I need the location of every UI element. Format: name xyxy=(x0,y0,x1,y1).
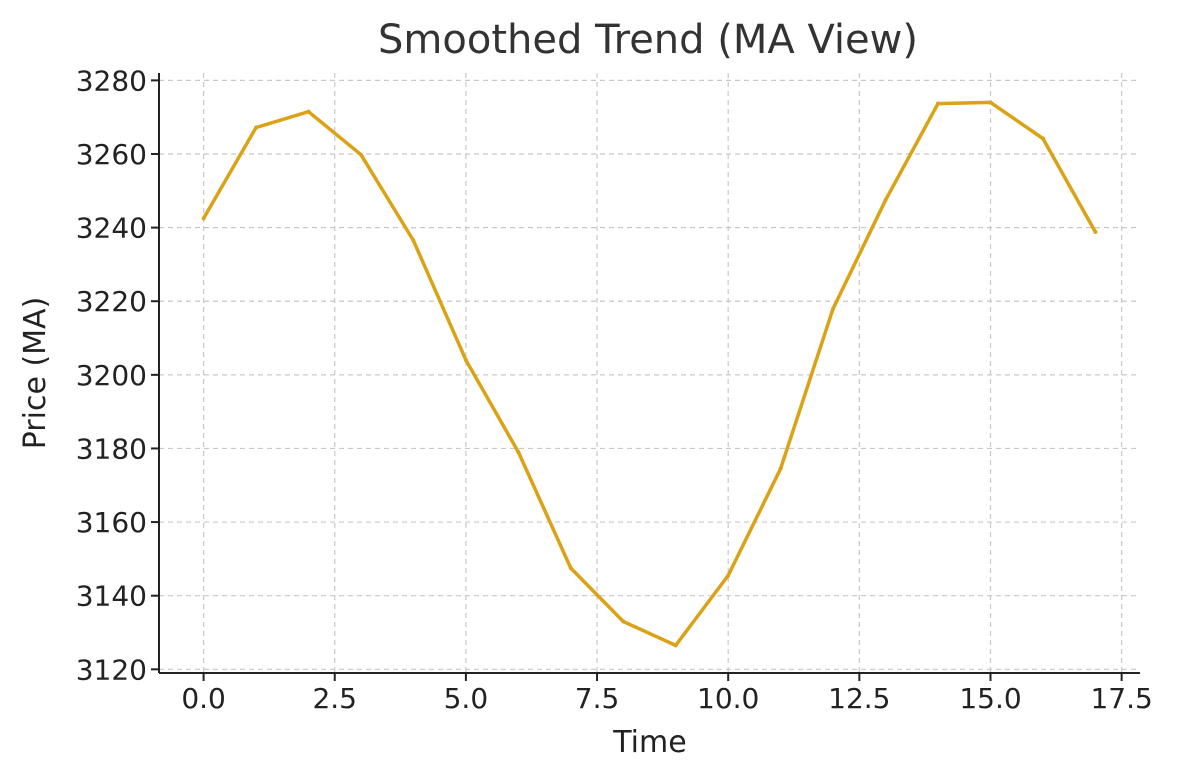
y-tick-label: 3200 xyxy=(76,359,147,392)
x-tick-label: 5.0 xyxy=(444,682,489,715)
series-group xyxy=(201,100,1098,648)
data-point xyxy=(306,109,311,114)
grid xyxy=(159,73,1140,673)
y-tick-label: 3160 xyxy=(76,506,147,539)
data-point xyxy=(778,466,783,471)
y-axis-ticks: 3120 3140 3160 3180 3200 3220 3240 3260 3280 xyxy=(76,64,159,686)
data-point xyxy=(201,216,206,221)
data-point xyxy=(411,238,416,243)
series-line-ma xyxy=(201,100,1098,648)
data-point xyxy=(936,101,941,106)
x-tick-label: 17.5 xyxy=(1090,682,1152,715)
y-tick-label: 3260 xyxy=(76,138,147,171)
y-tick-label: 3120 xyxy=(76,653,147,686)
axes xyxy=(158,73,1140,674)
x-tick-label: 0.0 xyxy=(181,682,226,715)
data-point xyxy=(1093,230,1098,235)
data-point xyxy=(831,306,836,311)
x-tick-label: 10.0 xyxy=(697,682,759,715)
x-axis-ticks: 0.0 2.5 5.0 7.5 10.0 12.5 15.0 17.5 xyxy=(181,673,1153,715)
x-tick-label: 15.0 xyxy=(959,682,1021,715)
x-tick-label: 7.5 xyxy=(575,682,620,715)
data-point xyxy=(1040,136,1045,141)
data-point xyxy=(463,358,468,363)
data-point xyxy=(726,573,731,578)
y-tick-label: 3220 xyxy=(76,285,147,318)
data-point xyxy=(988,100,993,105)
x-axis-label: Time xyxy=(612,725,686,760)
x-tick-label: 2.5 xyxy=(312,682,357,715)
y-tick-label: 3140 xyxy=(76,580,147,613)
y-tick-label: 3280 xyxy=(76,64,147,97)
y-tick-label: 3240 xyxy=(76,212,147,245)
data-point xyxy=(516,450,521,455)
x-tick-label: 12.5 xyxy=(828,682,890,715)
data-point xyxy=(254,125,259,130)
data-point xyxy=(358,152,363,157)
data-point xyxy=(621,619,626,624)
data-point xyxy=(673,643,678,648)
data-point xyxy=(568,566,573,571)
data-point xyxy=(883,197,888,202)
y-tick-label: 3180 xyxy=(76,432,147,465)
y-axis-label: Price (MA) xyxy=(18,297,53,450)
chart-title: Smoothed Trend (MA View) xyxy=(378,17,918,63)
